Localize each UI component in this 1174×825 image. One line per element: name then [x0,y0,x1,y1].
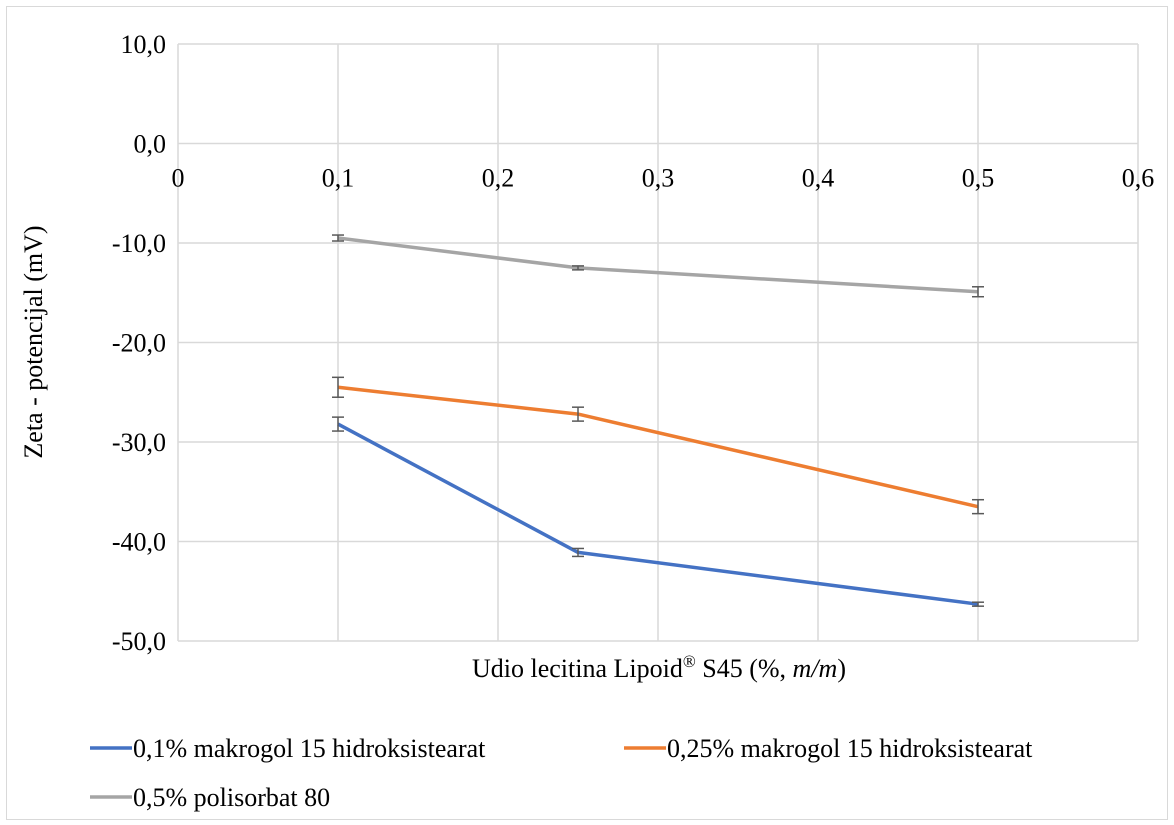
y-axis-title: Zeta - potencijal (mV) [19,225,48,458]
y-tick-labels: 10,0 0,0 -10,0 -20,0 -30,0 -40,0 -50,0 [112,30,166,656]
y-tick-label: -30,0 [112,428,166,457]
legend: 0,1% makrogol 15 hidroksistearat 0,25% ma… [90,734,1033,812]
x-tick-label: 0,5 [962,164,995,193]
grid [177,43,1139,642]
y-tick-label: -20,0 [112,329,166,358]
x-tick-label: 0 [172,164,185,193]
error-bar [572,547,584,558]
error-bar [332,234,344,242]
error-bar [972,286,984,298]
error-bar [972,498,984,515]
error-bar [572,265,584,271]
error-bar [332,416,344,432]
series-1 [332,416,984,607]
y-tick-label: -50,0 [112,627,166,656]
x-tick-label: 0,2 [482,164,515,193]
error-bar [972,601,984,607]
error-bar [332,376,344,398]
series-layer [332,234,984,607]
legend-item: 0,25% makrogol 15 hidroksistearat [624,734,1033,763]
x-tick-labels: 0 0,1 0,2 0,3 0,4 0,5 0,6 [172,164,1155,193]
y-tick-label: 0,0 [134,130,167,159]
legend-label: 0,1% makrogol 15 hidroksistearat [133,734,486,763]
x-tick-label: 0,1 [322,164,355,193]
chart-frame [6,6,1168,820]
y-tick-label: 10,0 [121,30,167,59]
y-tick-label: -10,0 [112,229,166,258]
x-tick-label: 0,4 [802,164,835,193]
x-tick-label: 0,6 [1122,164,1155,193]
series-3 [332,234,984,298]
series-2 [332,376,984,515]
legend-item: 0,5% polisorbat 80 [90,783,330,812]
legend-item: 0,1% makrogol 15 hidroksistearat [90,734,486,763]
x-axis-title: Udio lecitina Lipoid® S45 (%, m/m) [472,652,846,683]
x-tick-label: 0,3 [642,164,675,193]
legend-label: 0,5% polisorbat 80 [133,783,330,812]
legend-label: 0,25% makrogol 15 hidroksistearat [667,734,1033,763]
error-bar [572,406,584,422]
y-tick-label: -40,0 [112,528,166,557]
